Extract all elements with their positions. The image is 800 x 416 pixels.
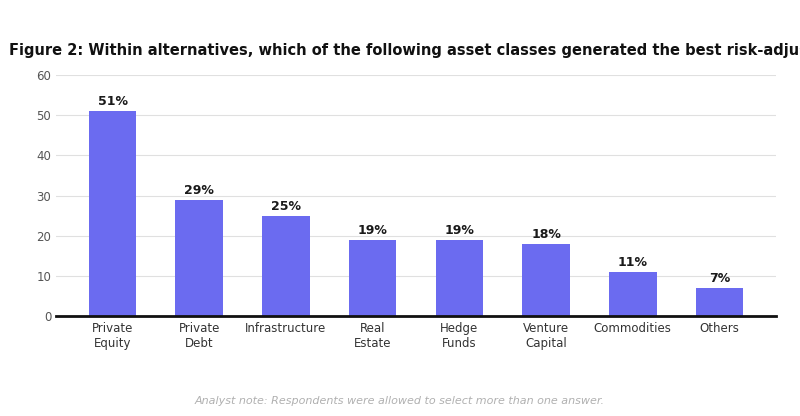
Text: 7%: 7% bbox=[709, 272, 730, 285]
Text: Figure 2: Within alternatives, which of the following asset classes generated th: Figure 2: Within alternatives, which of … bbox=[10, 43, 800, 58]
Text: 25%: 25% bbox=[271, 200, 301, 213]
Text: 51%: 51% bbox=[98, 95, 127, 108]
Text: Analyst note: Respondents were allowed to select more than one answer.: Analyst note: Respondents were allowed t… bbox=[195, 396, 605, 406]
Bar bbox=[435, 240, 483, 316]
Bar bbox=[609, 272, 657, 316]
Text: 18%: 18% bbox=[531, 228, 561, 241]
Text: 29%: 29% bbox=[184, 184, 214, 197]
Text: 11%: 11% bbox=[618, 256, 648, 269]
Text: 19%: 19% bbox=[445, 224, 474, 237]
Bar bbox=[262, 215, 310, 316]
Bar bbox=[349, 240, 397, 316]
Bar bbox=[175, 200, 223, 316]
Bar bbox=[89, 111, 137, 316]
Text: 19%: 19% bbox=[358, 224, 387, 237]
Bar bbox=[695, 288, 743, 316]
Bar bbox=[522, 244, 570, 316]
